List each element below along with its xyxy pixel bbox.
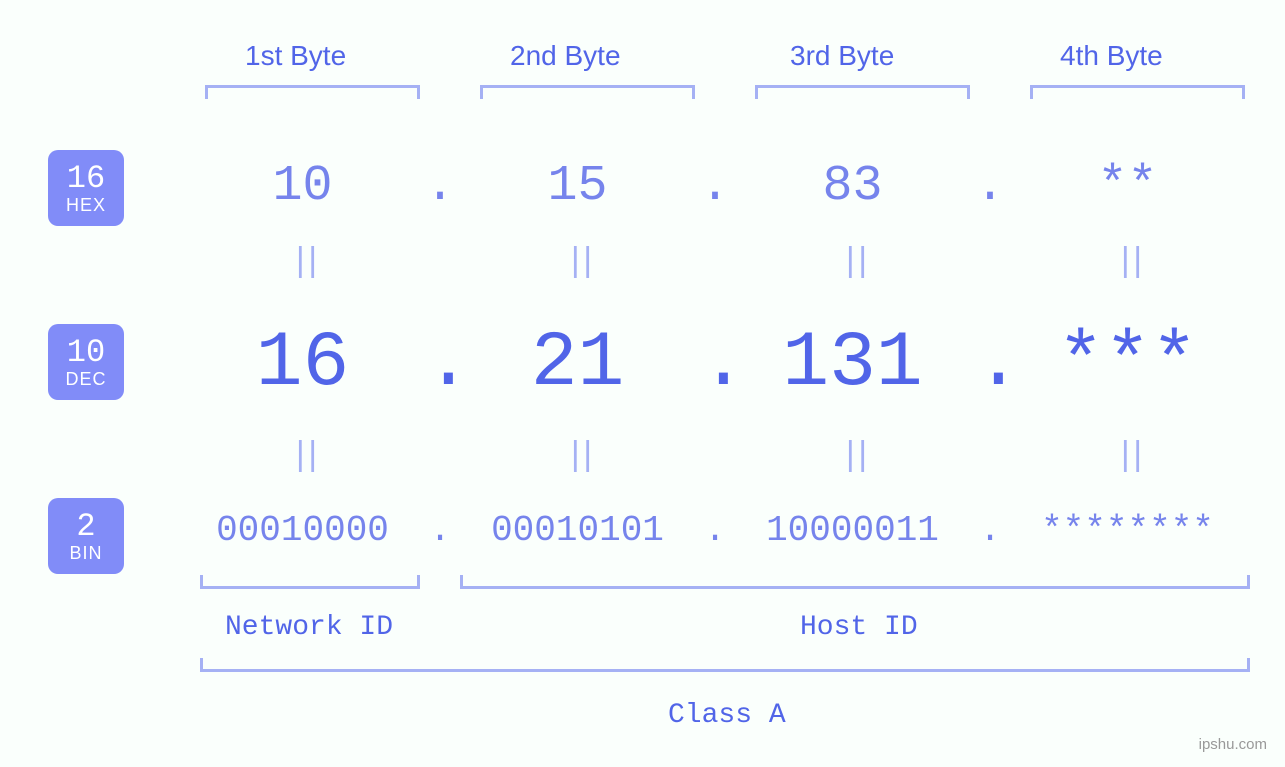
- equals-row-2: || || || ||: [180, 438, 1250, 476]
- row-hex: 10 . 15 . 83 . **: [180, 158, 1250, 215]
- hex-byte-1: 10: [180, 158, 425, 215]
- bin-dot-3: .: [975, 510, 1005, 551]
- label-class: Class A: [668, 700, 786, 731]
- eq-2-4: ||: [1005, 438, 1250, 476]
- badge-hex-label: HEX: [66, 196, 106, 216]
- badge-bin-label: BIN: [69, 544, 102, 564]
- bracket-byte-1: [205, 85, 420, 99]
- dec-byte-1: 16: [180, 320, 425, 408]
- dec-dot-1: .: [425, 320, 455, 408]
- bracket-byte-4: [1030, 85, 1245, 99]
- byte-header-1: 1st Byte: [245, 40, 346, 72]
- hex-dot-3: .: [975, 158, 1005, 215]
- badge-hex-num: 16: [67, 161, 105, 196]
- label-host-id: Host ID: [800, 612, 918, 643]
- bracket-byte-3: [755, 85, 970, 99]
- eq-1-1: ||: [180, 244, 425, 282]
- badge-dec-label: DEC: [65, 370, 106, 390]
- hex-dot-1: .: [425, 158, 455, 215]
- label-network-id: Network ID: [225, 612, 393, 643]
- row-dec: 16 . 21 . 131 . ***: [180, 320, 1250, 408]
- hex-byte-3: 83: [730, 158, 975, 215]
- dec-dot-2: .: [700, 320, 730, 408]
- hex-byte-2: 15: [455, 158, 700, 215]
- row-bin: 00010000 . 00010101 . 10000011 . *******…: [180, 510, 1250, 551]
- bracket-network-id: [200, 575, 420, 589]
- byte-header-3: 3rd Byte: [790, 40, 894, 72]
- eq-1-4: ||: [1005, 244, 1250, 282]
- hex-byte-4: **: [1005, 158, 1250, 215]
- equals-row-1: || || || ||: [180, 244, 1250, 282]
- eq-2-2: ||: [455, 438, 700, 476]
- dec-dot-3: .: [975, 320, 1005, 408]
- badge-dec-num: 10: [67, 335, 105, 370]
- badge-hex: 16 HEX: [48, 150, 124, 226]
- bracket-class: [200, 658, 1250, 672]
- bracket-byte-2: [480, 85, 695, 99]
- dec-byte-2: 21: [455, 320, 700, 408]
- bin-byte-4: ********: [1005, 510, 1250, 551]
- eq-1-3: ||: [730, 244, 975, 282]
- bracket-host-id: [460, 575, 1250, 589]
- badge-bin: 2 BIN: [48, 498, 124, 574]
- badge-bin-num: 2: [76, 509, 95, 544]
- dec-byte-4: ***: [1005, 320, 1250, 408]
- bin-byte-3: 10000011: [730, 510, 975, 551]
- dec-byte-3: 131: [730, 320, 975, 408]
- eq-1-2: ||: [455, 244, 700, 282]
- byte-header-4: 4th Byte: [1060, 40, 1163, 72]
- badge-dec: 10 DEC: [48, 324, 124, 400]
- watermark: ipshu.com: [1199, 736, 1267, 753]
- eq-2-3: ||: [730, 438, 975, 476]
- bin-byte-2: 00010101: [455, 510, 700, 551]
- hex-dot-2: .: [700, 158, 730, 215]
- eq-2-1: ||: [180, 438, 425, 476]
- ip-diagram: 1st Byte 2nd Byte 3rd Byte 4th Byte 16 H…: [0, 0, 1285, 767]
- bin-dot-2: .: [700, 510, 730, 551]
- bin-dot-1: .: [425, 510, 455, 551]
- bin-byte-1: 00010000: [180, 510, 425, 551]
- byte-header-2: 2nd Byte: [510, 40, 621, 72]
